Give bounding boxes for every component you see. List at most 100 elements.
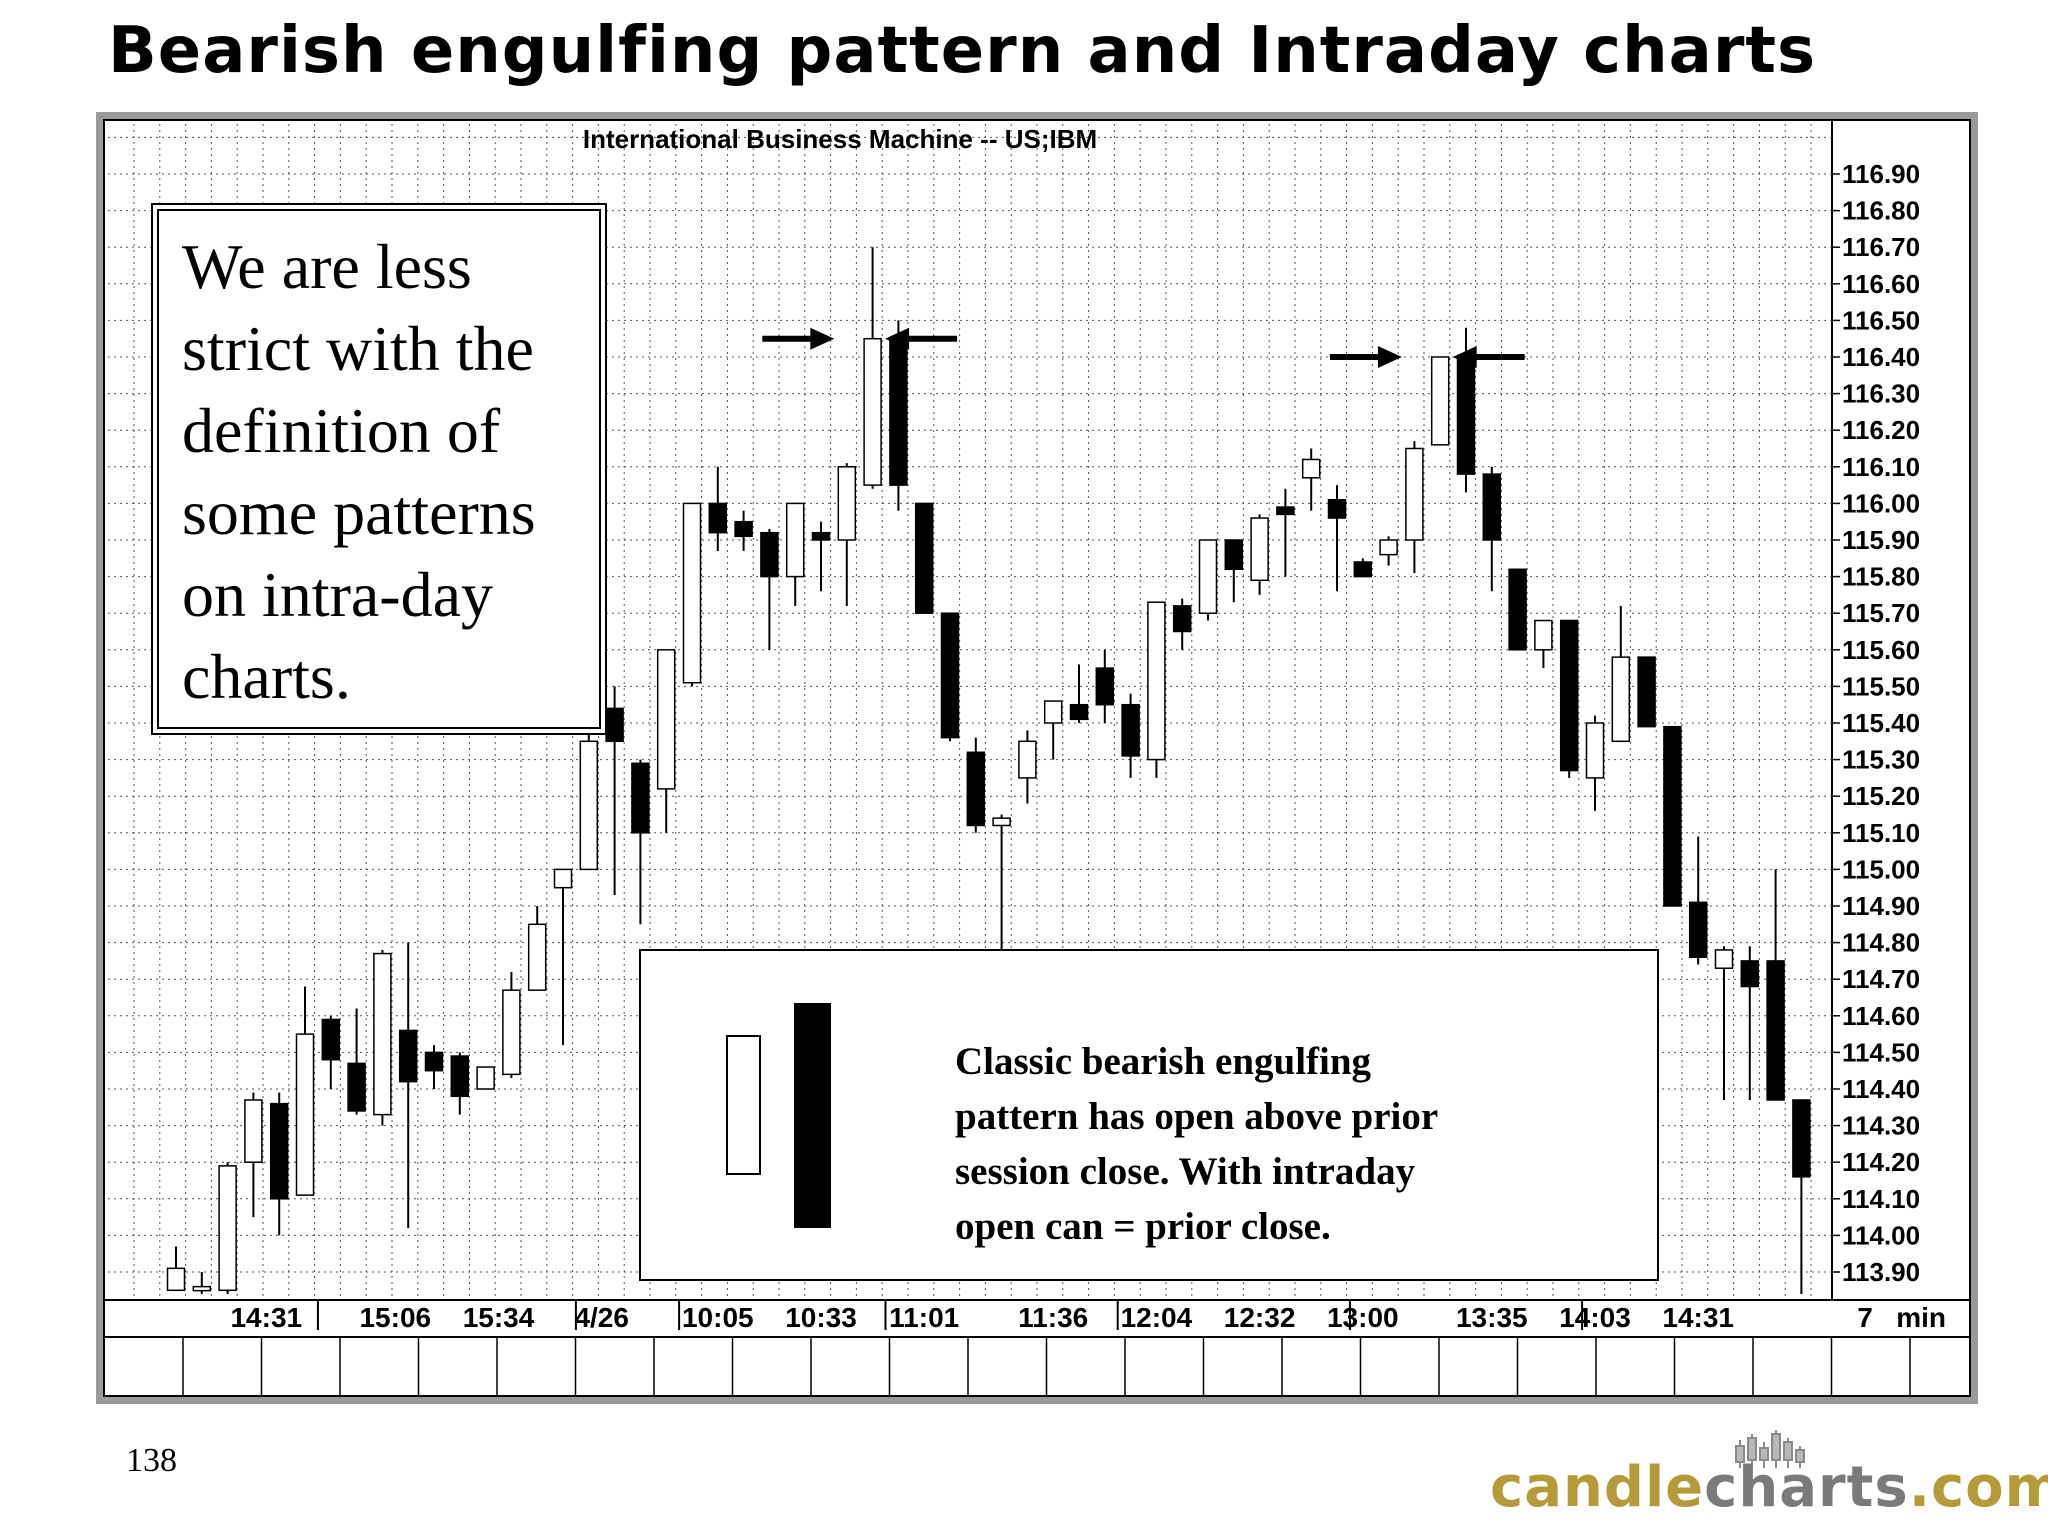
candle [1353,558,1373,578]
candle [450,1052,470,1115]
candle [708,466,728,551]
candle [1018,730,1037,804]
x-tick-label: 11:01 [889,1302,959,1333]
candle-body-black [1740,960,1760,988]
candle-body-black [940,612,960,739]
candles [166,247,1811,1294]
x-tick-label: 13:35 [1456,1302,1528,1333]
y-tick-label: 116.30 [1842,379,1920,409]
candle-body-black [1508,568,1527,651]
candle [1792,1099,1811,1294]
candlecharts-logo: candlecharts.com [1490,1420,2048,1520]
candle [1766,869,1785,1101]
candle-body-white [1430,356,1450,446]
candle-body-white [373,952,392,1116]
candle-body-white [295,1033,315,1196]
candle-body-white [1534,619,1553,651]
candle-body-black [966,751,986,827]
left-note-box-outer [151,203,607,735]
candle-body-white [1043,700,1063,724]
arrow-head [1452,346,1477,368]
bottom-note-line: session close. With intraday [955,1150,1416,1193]
y-tick-label: 115.20 [1842,781,1920,811]
x-tick-label: 15:06 [359,1302,431,1333]
candle [398,942,418,1229]
x-tick-label: 10:33 [785,1302,857,1333]
candle-body-white [1714,949,1734,969]
candle-body-white [656,649,676,790]
candle [1276,488,1295,577]
candle [1405,441,1424,573]
candle [1224,539,1244,603]
candle [1172,598,1192,650]
candle-body-black [605,707,624,743]
candle [1069,664,1089,723]
y-tick-label: 116.70 [1842,232,1920,262]
candle-body-black [1172,605,1192,633]
candle [269,1092,289,1236]
x-tick-label: 4/26 [574,1302,629,1333]
y-tick-label: 116.00 [1842,488,1920,518]
candle [295,986,315,1196]
y-tick-label: 115.50 [1842,671,1920,701]
candle [656,649,676,833]
candle-body-black [708,502,728,534]
x-tick-label: 13:00 [1327,1302,1399,1333]
slide-title: Bearish engulfing pattern and Intraday c… [108,14,1817,88]
engulfing-arrows [762,327,1525,368]
y-tick-label: 116.10 [1842,452,1920,482]
candle-body-black [760,531,779,578]
candle [1198,539,1218,621]
candle [1121,693,1140,778]
y-tick-label: 114.90 [1842,891,1920,921]
y-tick-label: 114.20 [1842,1147,1920,1177]
candle [734,510,753,551]
candle-body-black [321,1018,341,1061]
candle-body-black [1353,561,1373,578]
candle [553,868,573,1046]
y-tick-label: 115.40 [1842,708,1920,738]
y-tick-label: 116.20 [1842,415,1920,445]
example-white-candle [726,1035,761,1175]
x-tick-label: 10:05 [682,1302,754,1333]
candle-body-black [269,1102,289,1200]
candle [1301,448,1321,511]
y-tick-label: 115.60 [1842,635,1920,665]
interval-label: 7 min [1857,1302,1946,1333]
candle-body-white [1301,458,1321,479]
y-tick-label: 116.50 [1842,305,1920,335]
candle [1714,946,1734,1100]
arrow-head [810,327,835,350]
y-tick-label: 114.70 [1842,964,1920,994]
left-note-box-inner [157,209,601,729]
candle [1663,725,1682,907]
y-tick-label: 114.40 [1842,1074,1920,1104]
candle [1637,656,1656,728]
candle-body-black [1327,498,1347,519]
candle [682,502,702,687]
y-tick-label: 114.00 [1842,1220,1920,1250]
candle-body-white [476,1066,495,1090]
candle-body-black [1766,960,1785,1101]
arrow-head [885,327,910,350]
candle-body-white [553,868,573,889]
candle-body-black [1095,667,1115,706]
candle [1688,836,1708,965]
y-tick-label: 114.80 [1842,928,1920,958]
candle [192,1272,212,1294]
candle-body-black [889,337,908,486]
candle-body-black [1559,619,1579,772]
candle [1482,466,1502,592]
candle [837,463,857,606]
x-tick-label: 12:04 [1121,1302,1193,1333]
candle [760,529,779,650]
candle [1250,514,1269,595]
candle-body-black [1663,725,1682,907]
y-tick-label: 114.10 [1842,1184,1920,1214]
y-tick-label: 116.80 [1842,196,1920,226]
candle [424,1045,444,1089]
candle [1147,601,1166,778]
candle-body-white [218,1165,237,1292]
y-tick-label: 116.60 [1842,269,1920,299]
candle-body-black [1224,539,1244,571]
